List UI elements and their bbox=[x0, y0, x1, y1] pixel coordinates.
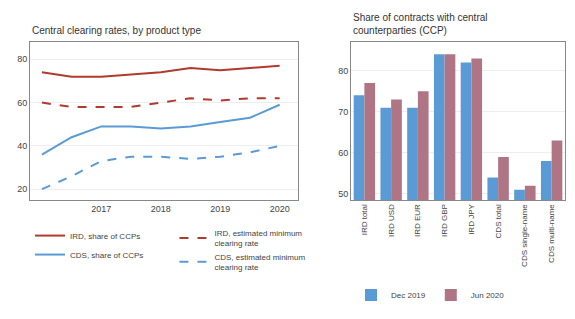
svg-text:CDS multi-name: CDS multi-name bbox=[547, 204, 556, 263]
svg-text:IRD, estimated minimumclearing: IRD, estimated minimumclearing rate bbox=[214, 229, 302, 248]
svg-text:2019: 2019 bbox=[210, 204, 230, 214]
svg-text:20: 20 bbox=[17, 184, 27, 194]
svg-text:80: 80 bbox=[17, 54, 27, 64]
svg-text:CDS, estimated minimumclearing: CDS, estimated minimumclearing rate bbox=[214, 253, 305, 272]
svg-text:CDS, share of CCPs: CDS, share of CCPs bbox=[70, 251, 143, 260]
svg-text:IRD GBP: IRD GBP bbox=[440, 204, 449, 237]
svg-text:40: 40 bbox=[17, 141, 27, 151]
svg-text:50: 50 bbox=[338, 189, 348, 199]
svg-text:2017: 2017 bbox=[91, 204, 111, 214]
svg-text:70: 70 bbox=[338, 107, 348, 117]
svg-text:60: 60 bbox=[17, 98, 27, 108]
svg-text:CDS single-name: CDS single-name bbox=[520, 204, 529, 267]
svg-text:IRD USD: IRD USD bbox=[387, 204, 396, 237]
svg-text:IRD total: IRD total bbox=[360, 204, 369, 235]
svg-text:Jun 2020: Jun 2020 bbox=[471, 291, 504, 300]
svg-text:2020: 2020 bbox=[270, 204, 290, 214]
svg-text:CDS total: CDS total bbox=[494, 204, 503, 238]
svg-text:Central clearing rates, by pro: Central clearing rates, by product type bbox=[32, 25, 201, 36]
svg-text:80: 80 bbox=[338, 66, 348, 76]
svg-text:Share of contracts with centra: Share of contracts with centralcounterpa… bbox=[353, 12, 488, 36]
svg-text:2018: 2018 bbox=[151, 204, 171, 214]
svg-text:Dec 2019: Dec 2019 bbox=[391, 291, 426, 300]
svg-text:60: 60 bbox=[338, 148, 348, 158]
svg-text:IRD EUR: IRD EUR bbox=[413, 204, 422, 237]
svg-text:IRD JPY: IRD JPY bbox=[467, 204, 476, 235]
svg-text:IRD, share of CCPs: IRD, share of CCPs bbox=[70, 232, 140, 241]
